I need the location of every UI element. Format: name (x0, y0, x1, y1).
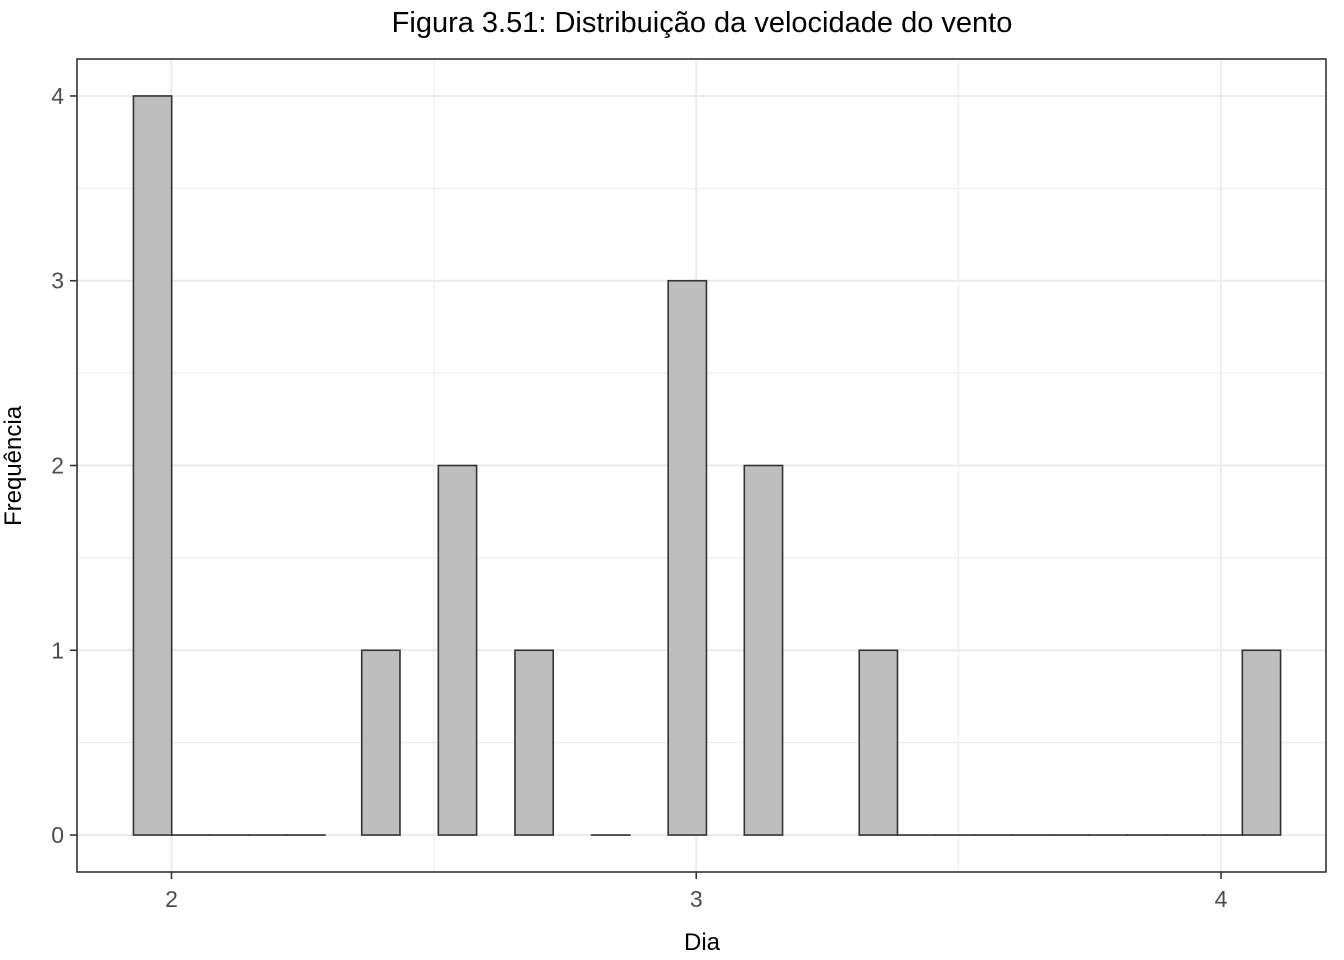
histogram-bar (743, 464, 784, 836)
y-axis: 0 1 2 3 4 (51, 83, 77, 848)
histogram-bar (360, 649, 401, 836)
histogram-bar (514, 649, 555, 836)
x-axis-label: Dia (684, 929, 721, 956)
histogram-bar (667, 279, 708, 836)
x-axis: 2 3 4 (165, 872, 1228, 912)
histogram-bar (132, 95, 173, 836)
histogram-bar (437, 464, 478, 836)
histogram-bars (132, 95, 1282, 836)
y-axis-label: Frequência (0, 405, 27, 526)
histogram-bar (1241, 649, 1282, 836)
histogram-bar (858, 649, 899, 836)
x-tick-label: 3 (690, 886, 703, 912)
y-tick-label: 3 (51, 268, 64, 294)
x-tick-label: 4 (1215, 886, 1228, 912)
y-tick-label: 1 (51, 637, 64, 663)
y-tick-label: 2 (51, 453, 64, 479)
y-tick-label: 4 (51, 83, 64, 109)
y-tick-label: 0 (51, 822, 64, 848)
chart-title: Figura 3.51: Distribuição da velocidade … (392, 7, 1013, 39)
x-tick-label: 2 (165, 886, 178, 912)
